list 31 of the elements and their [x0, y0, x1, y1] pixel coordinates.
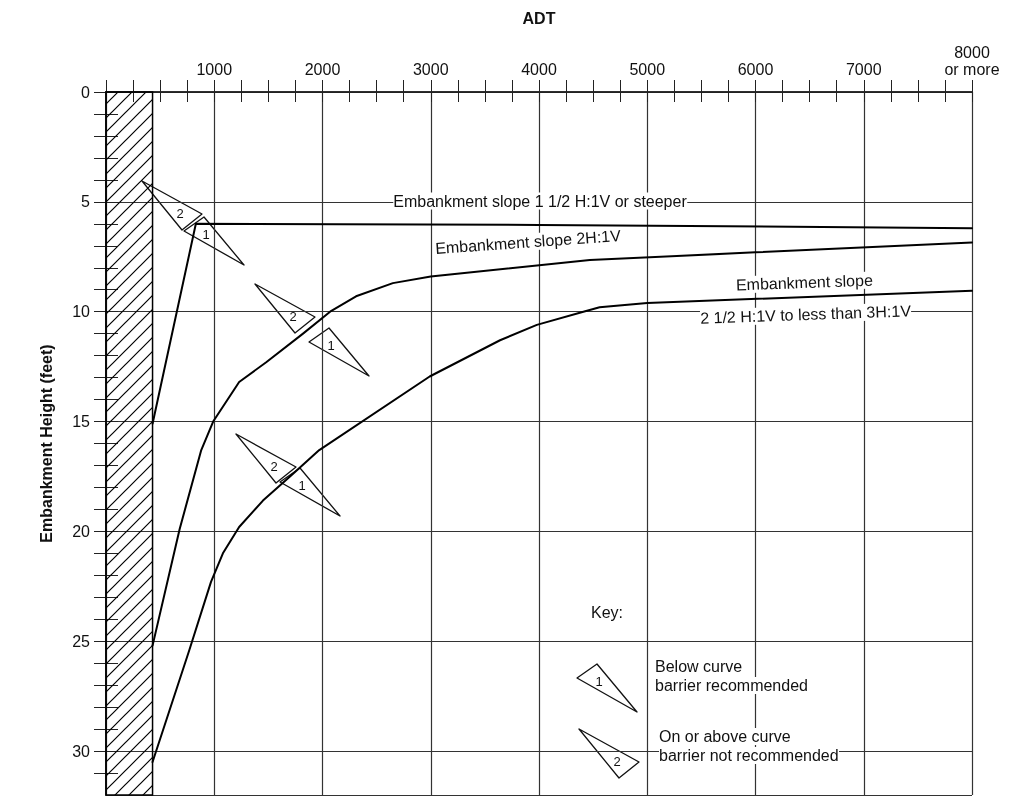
y-tick-label: 30: [72, 742, 91, 760]
annotation: 2: [289, 308, 297, 324]
annotation: 2: [613, 753, 621, 769]
y-tick-label: 25: [72, 632, 91, 650]
annotation: Below curve barrier recommended: [655, 658, 808, 695]
y-tick-label: 0: [81, 83, 91, 101]
x-tick-label: 8000 or more: [944, 44, 1000, 78]
annotation: 1: [298, 477, 306, 493]
y-tick-label: 5: [81, 193, 91, 211]
x-axis-title: ADT: [522, 9, 556, 27]
x-tick-label: 1000: [196, 61, 233, 78]
y-tick-label: 20: [72, 522, 91, 540]
x-tick-label: 2000: [304, 61, 341, 78]
x-tick-label: 7000: [845, 61, 882, 78]
annotation: 1: [595, 673, 603, 689]
annotation: 1: [202, 226, 210, 242]
annotation: Embankment slope 2 1/2 H:1V to less than 3H:1V: [699, 271, 912, 327]
x-tick-label: 3000: [412, 61, 449, 78]
y-axis-title: Embankment Height (feet): [37, 344, 55, 543]
y-tick-label: 10: [72, 303, 91, 321]
annotation: 2: [270, 458, 278, 474]
annotation: 1: [327, 337, 335, 353]
annotation: On or above curve barrier not recommended: [659, 728, 839, 765]
annotation: Key:: [591, 604, 624, 622]
y-tick-label: 15: [72, 413, 91, 431]
annotation: Embankment slope 1 1/2 H:1V or steeper: [393, 192, 687, 210]
x-tick-label: 6000: [737, 61, 774, 78]
annotation: 2: [176, 205, 184, 221]
x-tick-label: 4000: [521, 61, 557, 78]
x-tick-label: 5000: [629, 61, 666, 78]
annotation: Embankment slope 2H:1V: [434, 227, 622, 257]
